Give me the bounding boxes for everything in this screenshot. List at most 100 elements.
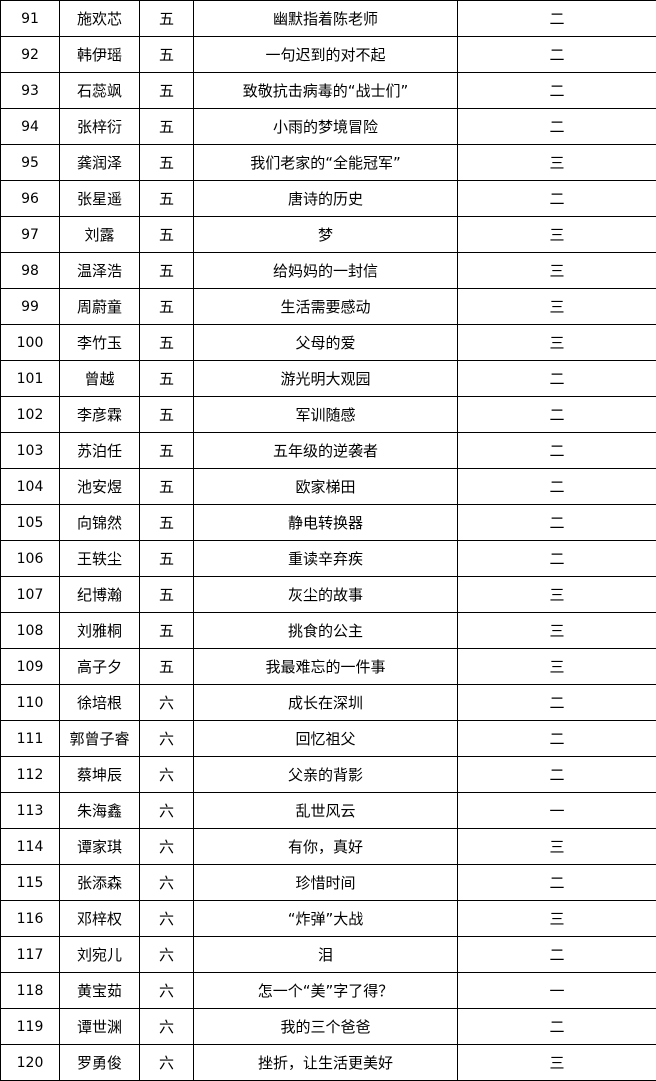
award-level-cell: 三 [457,900,656,937]
number-cell: 110 [0,684,60,721]
essay-title-cell: 唐诗的历史 [193,180,458,217]
grade-cell: 五 [139,0,194,37]
award-level-cell: 二 [457,360,656,397]
student-name-cell: 温泽浩 [59,252,140,289]
award-level-cell: 三 [457,216,656,253]
essay-title-cell: 生活需要感动 [193,288,458,325]
student-name-cell: 张梓衍 [59,108,140,145]
grade-cell: 五 [139,468,194,505]
student-name-cell: 徐培根 [59,684,140,721]
number-cell: 119 [0,1008,60,1045]
award-level-cell: 三 [457,1044,656,1081]
number-cell: 117 [0,936,60,973]
student-name-cell: 施欢芯 [59,0,140,37]
award-level-cell: 一 [457,792,656,829]
student-name-cell: 谭家琪 [59,828,140,865]
table-row: 96 张星遥五唐诗的历史二 [0,180,656,217]
number-cell: 109 [0,648,60,685]
essay-title-cell: 有你，真好 [193,828,458,865]
award-level-cell: 三 [457,324,656,361]
number-cell: 112 [0,756,60,793]
student-name-cell: 刘雅桐 [59,612,140,649]
award-level-cell: 二 [457,936,656,973]
essay-title-cell: 挑食的公主 [193,612,458,649]
grade-cell: 五 [139,252,194,289]
number-cell: 93 [0,72,60,109]
student-name-cell: 苏泊任 [59,432,140,469]
essay-title-cell: 我最难忘的一件事 [193,648,458,685]
number-cell: 114 [0,828,60,865]
table-row: 92 韩伊瑶五一句迟到的对不起二 [0,36,656,73]
grade-cell: 六 [139,972,194,1009]
table-row: 91 施欢芯五幽默指着陈老师二 [0,0,656,37]
award-level-cell: 二 [457,180,656,217]
grade-cell: 五 [139,36,194,73]
number-cell: 113 [0,792,60,829]
essay-title-cell: 我们老家的“全能冠军” [193,144,458,181]
table-row: 100 李竹玉五父母的爱三 [0,324,656,361]
number-cell: 99 [0,288,60,325]
grade-cell: 六 [139,792,194,829]
table-row: 104 池安煜五欧家梯田二 [0,468,656,505]
essay-title-cell: 静电转换器 [193,504,458,541]
essay-title-cell: 五年级的逆袭者 [193,432,458,469]
table-row: 102 李彦霖五军训随感二 [0,396,656,433]
grade-cell: 五 [139,180,194,217]
essay-title-cell: 灰尘的故事 [193,576,458,613]
essay-title-cell: 幽默指着陈老师 [193,0,458,37]
grade-cell: 五 [139,72,194,109]
number-cell: 111 [0,720,60,757]
essay-title-cell: 给妈妈的一封信 [193,252,458,289]
award-level-cell: 二 [457,36,656,73]
grade-cell: 六 [139,828,194,865]
award-level-cell: 三 [457,288,656,325]
student-name-cell: 龚润泽 [59,144,140,181]
student-name-cell: 石蕊飒 [59,72,140,109]
table-row: 95 龚润泽五我们老家的“全能冠军” 三 [0,144,656,181]
table-row: 103 苏泊任五五年级的逆袭者二 [0,432,656,469]
award-level-cell: 三 [457,144,656,181]
grade-cell: 六 [139,936,194,973]
student-name-cell: 朱海鑫 [59,792,140,829]
award-level-cell: 二 [457,1008,656,1045]
number-cell: 102 [0,396,60,433]
grade-cell: 六 [139,1008,194,1045]
student-name-cell: 刘宛儿 [59,936,140,973]
number-cell: 115 [0,864,60,901]
award-level-cell: 三 [457,576,656,613]
grade-cell: 五 [139,540,194,577]
award-level-cell: 二 [457,720,656,757]
table-row: 93 石蕊飒五致敬抗击病毒的“战士们” 二 [0,72,656,109]
essay-title-cell: 游光明大观园 [193,360,458,397]
student-name-cell: 蔡坤辰 [59,756,140,793]
table-row: 112 蔡坤辰六父亲的背影二 [0,756,656,793]
award-level-cell: 二 [457,432,656,469]
number-cell: 95 [0,144,60,181]
essay-title-cell: 军训随感 [193,396,458,433]
student-name-cell: 邓梓权 [59,900,140,937]
number-cell: 91 [0,0,60,37]
student-name-cell: 黄宝茹 [59,972,140,1009]
number-cell: 100 [0,324,60,361]
essay-title-cell: “炸弹”大战 [193,900,458,937]
student-name-cell: 纪博瀚 [59,576,140,613]
number-cell: 97 [0,216,60,253]
number-cell: 98 [0,252,60,289]
grade-cell: 五 [139,648,194,685]
table-row: 110 徐培根六成长在深圳二 [0,684,656,721]
student-name-cell: 周蔚童 [59,288,140,325]
student-name-cell: 罗勇俊 [59,1044,140,1081]
award-level-cell: 二 [457,684,656,721]
table-row: 120 罗勇俊六挫折，让生活更美好三 [0,1044,656,1081]
essay-title-cell: 珍惜时间 [193,864,458,901]
table-row: 115 张添森六珍惜时间二 [0,864,656,901]
number-cell: 118 [0,972,60,1009]
award-level-cell: 三 [457,612,656,649]
essay-title-cell: 父母的爱 [193,324,458,361]
student-name-cell: 刘露 [59,216,140,253]
grade-cell: 六 [139,1044,194,1081]
student-name-cell: 王轶尘 [59,540,140,577]
award-level-cell: 二 [457,72,656,109]
table-row: 116 邓梓权六 “炸弹”大战三 [0,900,656,937]
award-level-cell: 二 [457,504,656,541]
